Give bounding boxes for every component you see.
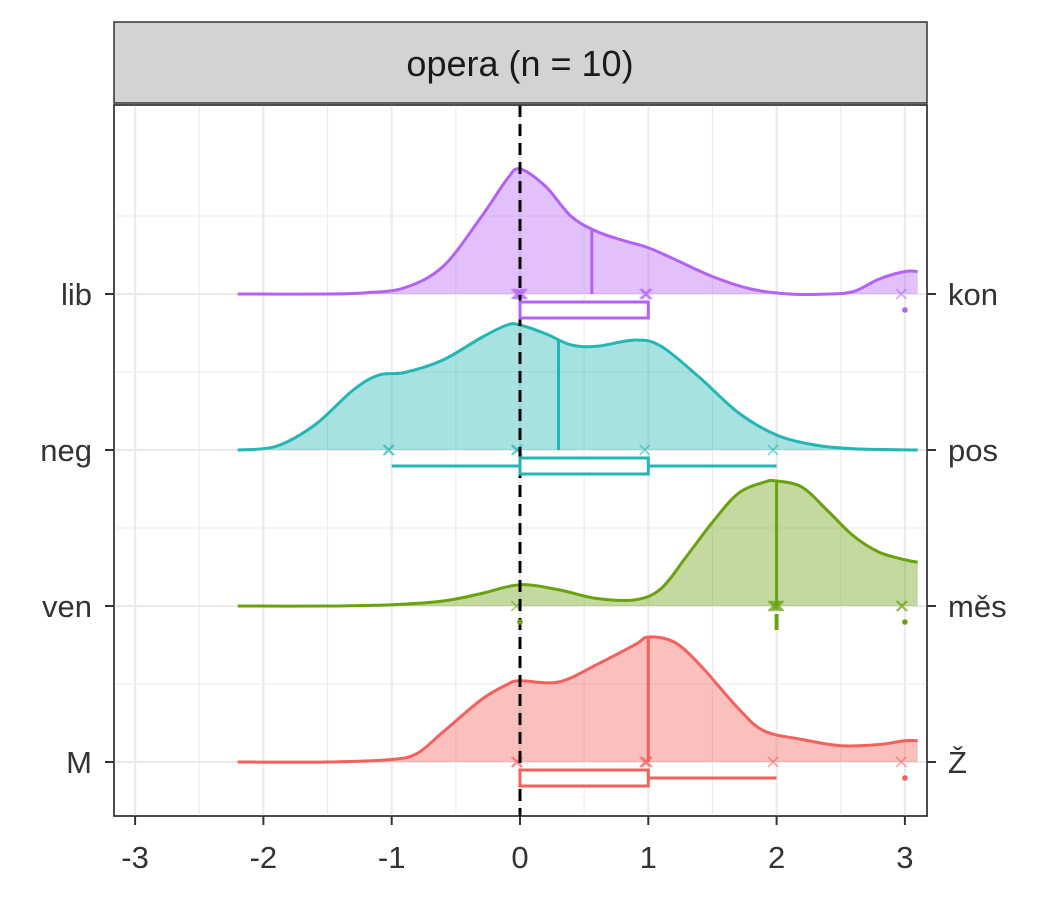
ridges: [237, 167, 919, 768]
density-area: [237, 168, 918, 295]
x-tick-label: 1: [640, 840, 657, 875]
facet-title: opera (n = 10): [406, 43, 633, 84]
y-tick-label-left: M: [66, 745, 92, 780]
boxplot-ven: [517, 614, 908, 630]
density-line: [237, 167, 918, 296]
data-point: [895, 756, 907, 768]
data-point: [767, 444, 779, 456]
data-point: [383, 444, 395, 456]
axes: -3 -2 -1 0 1 2 3 lib kon neg pos ven měs M Ž: [40, 277, 1006, 875]
y-tick-label-left: ven: [42, 589, 92, 624]
outlier-point: [517, 619, 523, 625]
ridge-ven: [237, 478, 919, 612]
y-tick-label-right: pos: [948, 433, 998, 468]
box: [518, 300, 650, 320]
data-point: [641, 756, 653, 768]
density-line: [237, 322, 918, 452]
data-point: [767, 756, 779, 768]
ridge-M: [237, 635, 918, 768]
data-point: [639, 444, 651, 456]
density-line: [237, 478, 919, 608]
ridge-lib: [237, 167, 918, 300]
boxplot-lib: [518, 300, 908, 320]
x-tick-label: -1: [378, 840, 406, 875]
y-tick-label-left: lib: [61, 277, 92, 312]
density-area: [237, 323, 918, 450]
boxplot-M: [518, 768, 908, 788]
y-tick-label-right: Ž: [948, 745, 967, 780]
ridge-neg: [237, 322, 918, 456]
y-tick-label-right: měs: [948, 589, 1007, 624]
data-point: [641, 288, 653, 300]
x-tick-label: -3: [121, 840, 149, 875]
x-tick-label: 3: [896, 840, 913, 875]
y-tick-label-right: kon: [948, 277, 998, 312]
outlier-point: [902, 619, 908, 625]
data-point: [895, 288, 907, 300]
outlier-point: [902, 307, 908, 313]
y-tick-label-left: neg: [40, 433, 92, 468]
x-tick-label: 2: [768, 840, 785, 875]
outlier-point: [902, 775, 908, 781]
facet-strip: [113, 21, 928, 104]
data-point: [896, 600, 909, 612]
density-area: [237, 480, 918, 607]
data-point: [773, 600, 785, 612]
density-line: [237, 635, 918, 764]
x-tick-label: 0: [511, 840, 528, 875]
boxplots: [391, 300, 908, 788]
boxplot-neg: [391, 456, 777, 476]
density-area: [237, 636, 918, 763]
box: [518, 456, 650, 476]
x-tick-label: -2: [250, 840, 278, 875]
box: [518, 768, 650, 788]
